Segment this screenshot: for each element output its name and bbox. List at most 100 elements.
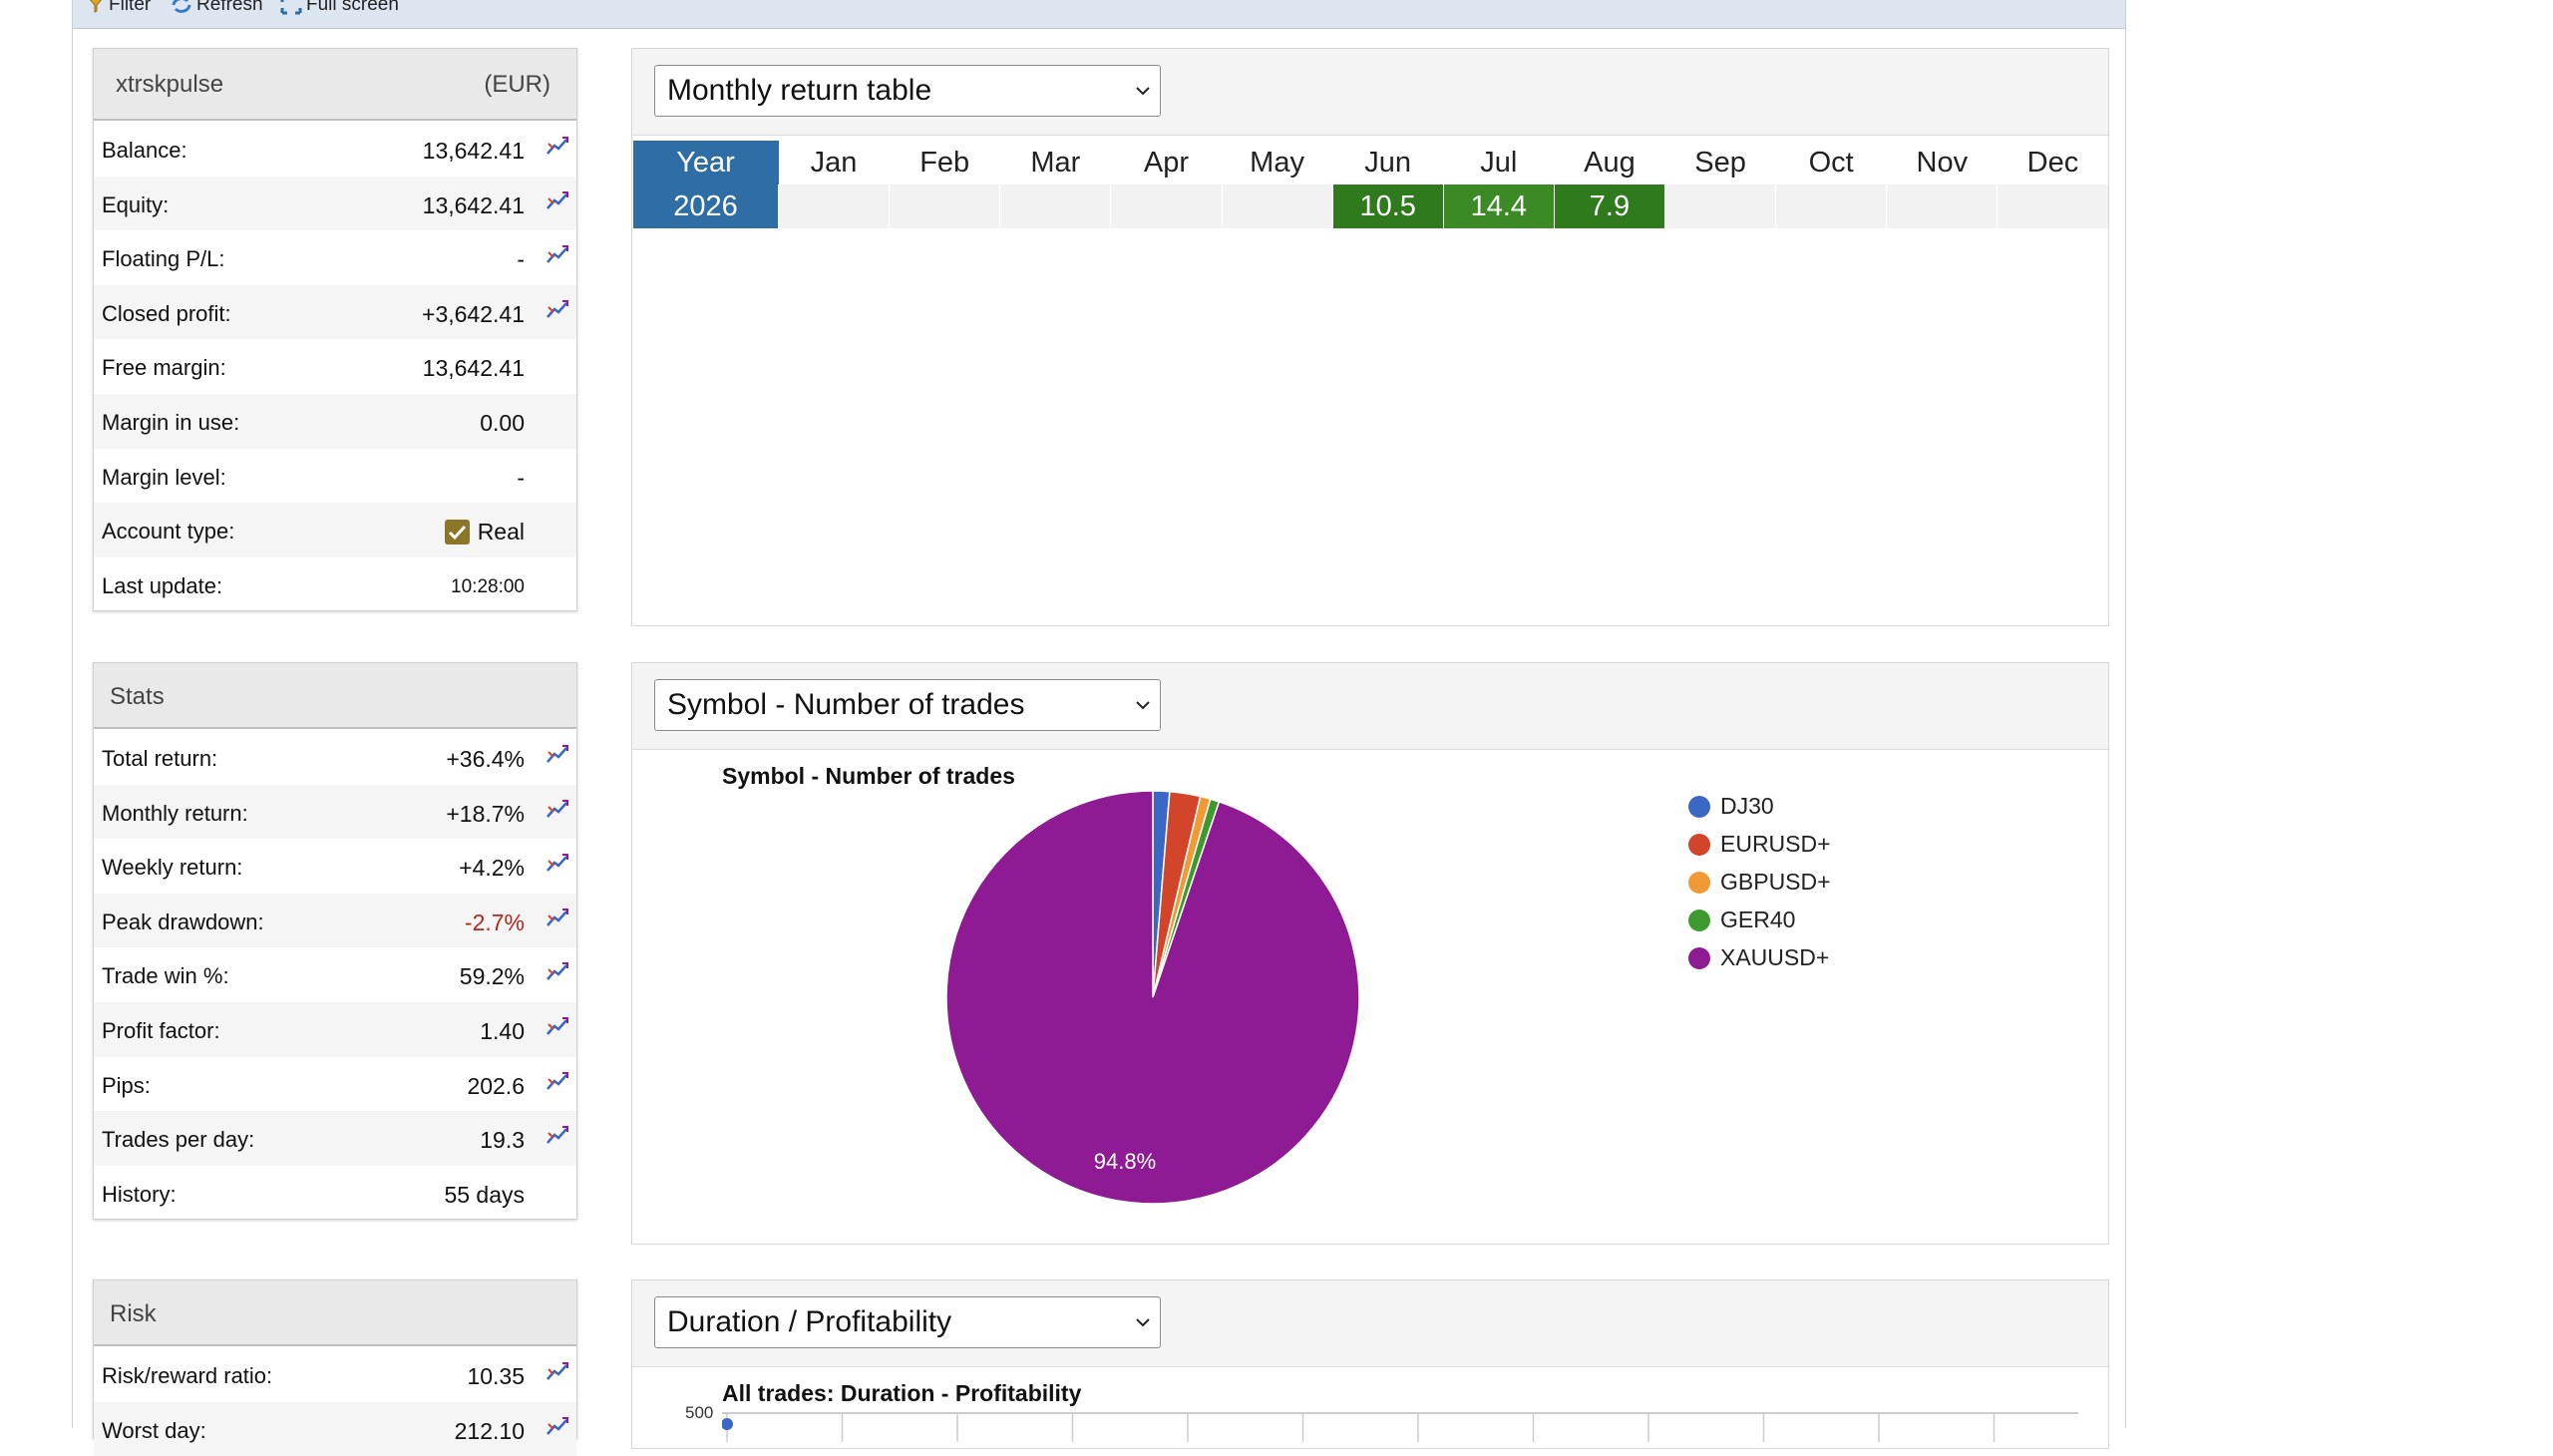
row-label: Monthly return: <box>102 800 248 826</box>
chart-trend-icon[interactable] <box>545 742 570 766</box>
column-header: Jun <box>1332 141 1444 184</box>
row-label: Margin in use: <box>102 409 240 435</box>
chart-type-select[interactable]: Duration / Profitability <box>654 1296 1161 1348</box>
month-cell[interactable]: 7.9 <box>1553 184 1665 228</box>
chart-trend-icon[interactable] <box>545 1123 570 1147</box>
chart-trend-icon[interactable] <box>545 797 570 821</box>
column-header: May <box>1222 141 1333 184</box>
legend-label: XAUUSD+ <box>1720 944 1830 970</box>
chart-trend-icon[interactable] <box>545 851 570 875</box>
month-cell[interactable]: 10.5 <box>1331 184 1444 228</box>
legend-item-eurusd[interactable]: EURUSD+ <box>1688 829 1831 867</box>
account-type-value: Real <box>444 519 525 546</box>
legend-dot <box>1688 796 1710 818</box>
stats-row-history: History: 55 days <box>94 1166 576 1221</box>
account-row-floating-pl: Floating P/L: - <box>94 230 576 285</box>
risk-header: Risk <box>94 1280 576 1346</box>
monthly-return-table: Year Jan Feb Mar Apr May Jun Jul Aug Sep… <box>632 141 2108 228</box>
month-cell <box>889 184 1000 228</box>
row-value: +3,642.41 <box>422 300 525 327</box>
row-value: 0.00 <box>480 409 525 436</box>
month-cell <box>777 184 890 228</box>
row-label: Margin level: <box>102 464 226 490</box>
pie-chart-title: Symbol - Number of trades <box>722 763 1015 789</box>
refresh-label: Refresh <box>196 0 263 15</box>
legend-item-ger40[interactable]: GER40 <box>1688 905 1831 942</box>
filter-icon <box>90 0 102 13</box>
chart-trend-icon[interactable] <box>545 134 570 158</box>
column-header: Aug <box>1554 141 1665 184</box>
month-cell <box>1775 184 1887 228</box>
refresh-icon <box>172 0 191 13</box>
pie-slice-xauusd[interactable] <box>945 790 1360 1205</box>
row-label: Risk/reward ratio: <box>102 1363 273 1388</box>
account-header: xtrskpulse (EUR) <box>94 49 576 121</box>
row-label: Peak drawdown: <box>102 909 264 934</box>
app-frame: Filter Refresh Full screen xtrskpulse (E… <box>72 0 2126 1456</box>
select-value: Symbol - Number of trades <box>667 688 1025 721</box>
filter-button[interactable]: Filter <box>87 0 151 15</box>
chart-trend-icon[interactable] <box>545 188 570 212</box>
stats-header: Stats <box>94 663 576 729</box>
chart-trend-icon[interactable] <box>545 959 570 983</box>
month-cell <box>1110 184 1222 228</box>
legend-item-xauusd[interactable]: XAUUSD+ <box>1688 942 1831 980</box>
stats-title: Stats <box>110 683 165 710</box>
stats-row-pips: Pips: 202.6 <box>94 1057 576 1112</box>
account-row-equity: Equity: 13,642.41 <box>94 176 576 231</box>
row-label: Trade win %: <box>102 963 229 989</box>
month-cell[interactable]: 14.4 <box>1442 184 1555 228</box>
row-value: 202.6 <box>467 1072 525 1099</box>
legend-label: GER40 <box>1720 907 1796 932</box>
account-row-margin-level: Margin level: - <box>94 449 576 504</box>
chart-trend-icon[interactable] <box>545 1014 570 1038</box>
chart-trend-icon[interactable] <box>545 1414 570 1438</box>
row-label: History: <box>102 1181 177 1207</box>
risk-panel: Risk Risk/reward ratio: 10.35 Worst day:… <box>93 1279 577 1456</box>
row-label: Profit factor: <box>102 1017 220 1043</box>
row-value: 212.10 <box>454 1417 525 1444</box>
row-value: 59.2% <box>459 963 525 990</box>
chevron-down-icon <box>1136 701 1150 710</box>
stats-rows: Total return: +36.4% Monthly return: +18… <box>94 729 576 1220</box>
column-header: Feb <box>889 141 1000 184</box>
legend-dot <box>1688 910 1710 931</box>
legend-item-dj30[interactable]: DJ30 <box>1688 791 1831 829</box>
account-row-free-margin: Free margin: 13,642.41 <box>94 339 576 394</box>
duration-profitability-panel: Duration / Profitability <box>631 1279 2109 1449</box>
column-header: Dec <box>1997 141 2108 184</box>
risk-title: Risk <box>110 1300 157 1327</box>
chart-trend-icon[interactable] <box>545 1069 570 1093</box>
month-cell <box>1886 184 1998 228</box>
row-value: 10.35 <box>467 1363 525 1389</box>
legend-dot <box>1688 834 1710 856</box>
chart-type-select[interactable]: Symbol - Number of trades <box>654 679 1161 731</box>
chart-trend-icon[interactable] <box>545 1359 570 1383</box>
column-header: Apr <box>1110 141 1222 184</box>
stats-row-weekly-return: Weekly return: +4.2% <box>94 839 576 894</box>
row-label: Balance: <box>102 138 187 163</box>
account-currency: (EUR) <box>484 71 550 98</box>
month-cell <box>1221 184 1333 228</box>
symbol-pie-chart: 94.8% <box>945 790 1360 1205</box>
legend-item-gbpusd[interactable]: GBPUSD+ <box>1688 867 1831 905</box>
chart-trend-icon[interactable] <box>545 297 570 321</box>
stats-row-monthly-return: Monthly return: +18.7% <box>94 784 576 840</box>
row-label: Free margin: <box>102 355 226 381</box>
chart-trend-icon[interactable] <box>545 242 570 266</box>
duration-profitability-header: Duration / Profitability <box>632 1280 2108 1367</box>
data-point[interactable] <box>722 1418 733 1430</box>
legend-label: GBPUSD+ <box>1720 869 1831 895</box>
fullscreen-button[interactable]: Full screen <box>280 0 399 15</box>
chart-trend-icon[interactable] <box>545 906 570 929</box>
row-label: Worst day: <box>102 1417 206 1443</box>
risk-row-worst-day: Worst day: 212.10 <box>94 1401 576 1456</box>
y-axis-tick: 500 <box>685 1403 714 1422</box>
column-header: Mar <box>999 141 1111 184</box>
row-value: 10:28:00 <box>451 575 525 597</box>
month-cell <box>1997 184 2108 228</box>
row-value: +18.7% <box>446 800 525 827</box>
stats-row-profit-factor: Profit factor: 1.40 <box>94 1001 576 1057</box>
chart-type-select[interactable]: Monthly return table <box>654 65 1161 117</box>
refresh-button[interactable]: Refresh <box>171 0 263 15</box>
